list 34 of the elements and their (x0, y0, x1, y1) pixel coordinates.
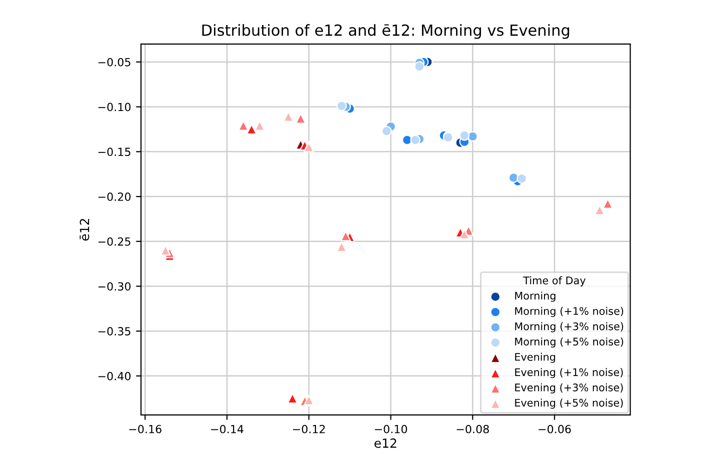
x-tick-label: −0.16 (129, 424, 162, 434)
legend-label: Evening (+5% noise) (515, 398, 623, 409)
legend-label: Morning (+5% noise) (515, 337, 624, 348)
x-tick-label: −0.08 (456, 424, 489, 434)
point (336, 242, 347, 252)
point (381, 126, 392, 136)
y-tick-label: −0.10 (98, 102, 131, 112)
x-tick-label: −0.06 (538, 424, 571, 434)
point (414, 61, 425, 72)
y-tick-label: −0.40 (98, 372, 131, 380)
y-tick-label: −0.30 (98, 282, 131, 291)
x-axis-title: e12 (374, 438, 396, 448)
legend-label: Morning (+1% noise) (515, 306, 624, 317)
y-tick-label: −0.05 (98, 58, 130, 66)
legend-title: Time of Day (523, 276, 586, 286)
y-tick-label: −0.25 (98, 237, 130, 246)
y-tick-label: −0.35 (98, 327, 130, 336)
legend-label: Evening (+3% noise) (515, 383, 623, 394)
legend-label: Evening (+1% noise) (515, 368, 623, 378)
point (459, 130, 470, 141)
point (336, 100, 347, 112)
point (516, 173, 527, 184)
point (304, 394, 314, 406)
y-tick-label: −0.15 (98, 148, 130, 156)
x-tick-label: −0.10 (374, 424, 408, 434)
legend-label: Morning (515, 292, 556, 302)
point (410, 134, 421, 146)
y-axis-title: ē12 (80, 218, 90, 241)
legend-label: Evening (515, 352, 556, 363)
x-tick-label: −0.14 (211, 424, 244, 434)
legend-label: Morning (+3% noise) (515, 322, 624, 332)
x-tick-label: −0.12 (293, 424, 325, 434)
chart-title: Distribution of e12 and ē12: Morning vs Evening (202, 24, 570, 39)
y-tick-label: −0.20 (98, 192, 131, 201)
